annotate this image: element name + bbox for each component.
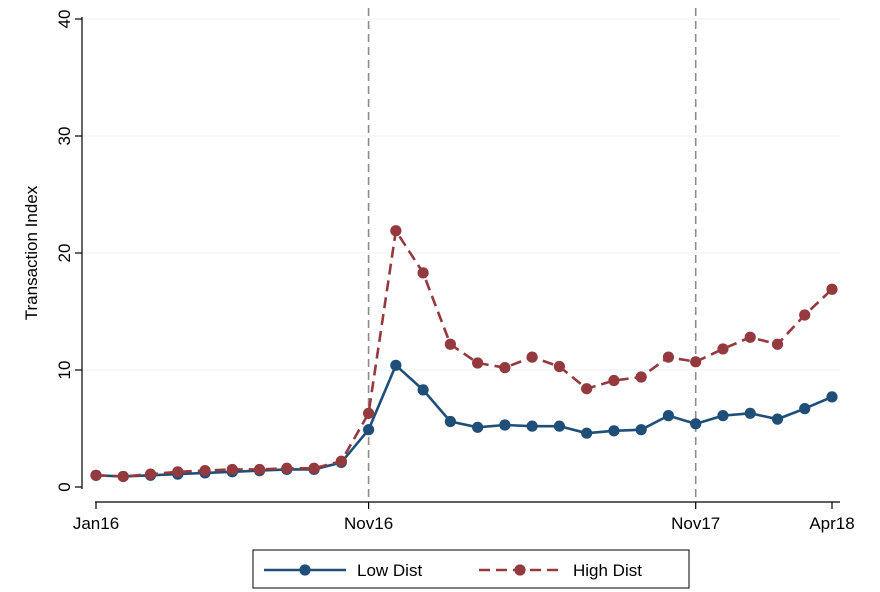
- y-tick-label: 20: [55, 244, 74, 263]
- data-point: [199, 465, 211, 477]
- data-point: [690, 356, 702, 368]
- series: [90, 225, 838, 483]
- data-point: [744, 331, 756, 343]
- data-point: [308, 462, 320, 474]
- data-point: [526, 420, 538, 432]
- data-point: [635, 371, 647, 383]
- data-point: [553, 420, 566, 432]
- reference-lines: [367, 8, 697, 502]
- data-point: [771, 338, 784, 350]
- gridlines: [82, 18, 840, 371]
- data-point: [362, 407, 375, 419]
- data-point: [253, 463, 266, 476]
- y-axis-title: Transaction Index: [22, 185, 41, 320]
- data-point: [499, 362, 511, 374]
- data-point: [144, 468, 157, 480]
- x-ticks: Jan16 Nov16 Nov17 Apr18: [73, 502, 855, 533]
- data-point: [390, 225, 402, 237]
- data-point: [335, 455, 347, 467]
- data-point: [608, 374, 620, 387]
- data-point: [90, 469, 102, 481]
- data-point: [826, 283, 838, 295]
- legend-label: Low Dist: [357, 561, 422, 580]
- data-point: [799, 309, 811, 321]
- x-tick-label: Nov17: [671, 514, 720, 533]
- axes: [81, 17, 840, 503]
- data-point: [581, 427, 593, 439]
- x-tick-label: Apr18: [809, 514, 854, 533]
- series-line: [95, 364, 833, 478]
- data-point: [690, 418, 702, 430]
- data-point: [117, 470, 129, 483]
- data-point: [771, 413, 784, 425]
- data-point: [444, 338, 456, 350]
- data-point: [608, 425, 620, 437]
- data-point: [717, 343, 729, 355]
- series-low-dist: [90, 359, 838, 483]
- data-point: [444, 415, 456, 428]
- legend-swatch-marker: [299, 564, 311, 576]
- data-point: [581, 383, 593, 395]
- data-point: [472, 421, 484, 433]
- data-point: [635, 424, 647, 436]
- x-tick-label: Nov16: [344, 514, 393, 533]
- legend-label: High Dist: [573, 561, 642, 580]
- data-point: [662, 351, 675, 363]
- x-tick-label: Jan16: [73, 514, 119, 533]
- data-point: [472, 357, 484, 369]
- y-tick-label: 0: [55, 482, 74, 491]
- y-ticks: 0 10 20 30 40: [55, 10, 82, 492]
- series-line: [95, 229, 833, 478]
- data-point: [226, 463, 238, 476]
- y-tick-label: 30: [55, 127, 74, 146]
- series-high-dist: [90, 225, 838, 483]
- data-point: [390, 359, 402, 371]
- data-point: [172, 466, 184, 478]
- y-tick-label: 40: [55, 10, 74, 29]
- legend-swatch-marker: [514, 564, 526, 576]
- data-point: [417, 267, 429, 279]
- data-point: [281, 462, 293, 474]
- data-point: [744, 407, 756, 419]
- data-point: [826, 391, 838, 403]
- y-tick-label: 10: [55, 361, 74, 380]
- data-point: [362, 424, 375, 436]
- legend: Low Dist High Dist: [252, 549, 690, 589]
- legend-box: [252, 549, 690, 589]
- data-point: [662, 410, 675, 422]
- data-point: [553, 360, 566, 373]
- data-point: [717, 410, 729, 422]
- data-point: [799, 403, 811, 415]
- data-point: [417, 384, 429, 396]
- data-point: [499, 419, 511, 431]
- data-point: [526, 351, 538, 363]
